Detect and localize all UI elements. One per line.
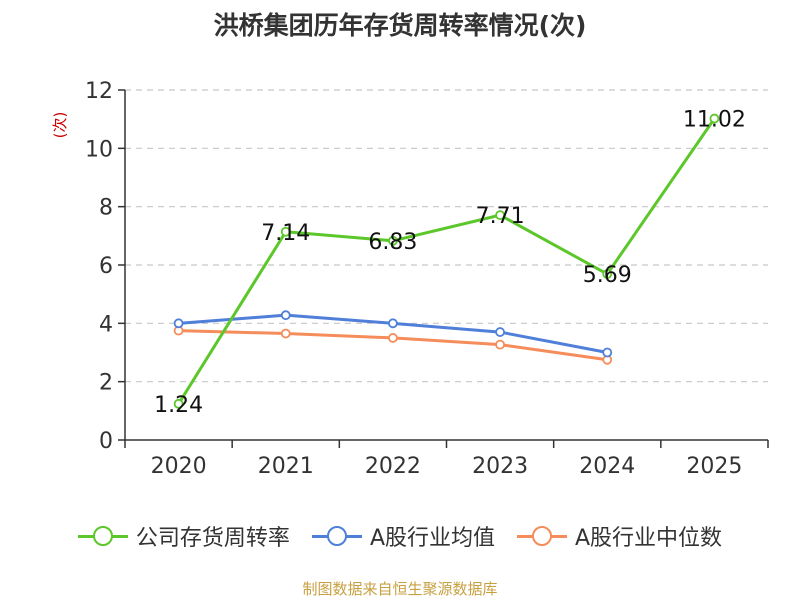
y-tick-label: 2 bbox=[99, 371, 113, 396]
data-point[interactable] bbox=[280, 328, 291, 339]
data-point[interactable] bbox=[388, 333, 398, 343]
data-label: 7.71 bbox=[476, 204, 525, 229]
data-point[interactable] bbox=[602, 347, 613, 358]
legend-label: A股行业中位数 bbox=[575, 526, 723, 551]
chart-title: 洪桥集团历年存货周转率情况(次) bbox=[213, 11, 587, 40]
y-tick-label: 8 bbox=[99, 196, 113, 221]
data-point[interactable] bbox=[495, 210, 505, 221]
legend-marker-icon bbox=[311, 524, 362, 548]
y-axis-label: (次) bbox=[51, 112, 69, 139]
y-tick-label: 4 bbox=[99, 312, 113, 337]
data-point[interactable] bbox=[173, 318, 184, 329]
data-point[interactable] bbox=[173, 398, 184, 409]
data-label: 5.69 bbox=[583, 263, 632, 288]
y-tick-label: 12 bbox=[85, 79, 113, 104]
data-label: 7.14 bbox=[261, 221, 310, 246]
legend-marker-icon bbox=[517, 524, 567, 548]
y-tick-label: 10 bbox=[85, 137, 113, 162]
x-tick-label: 2021 bbox=[258, 454, 314, 479]
y-tick-label: 0 bbox=[99, 429, 113, 454]
data-label: 11.02 bbox=[683, 108, 746, 133]
y-tick-label: 6 bbox=[99, 254, 113, 279]
data-point[interactable] bbox=[709, 113, 720, 124]
legend-marker-icon bbox=[77, 524, 128, 548]
axes: 0 2 4 6 8 10 12 2020 2021 2022 2023 2024 2025 bbox=[85, 79, 769, 479]
legend: 公司存货周转率 A股行业均值 A股行业中位数 bbox=[0, 518, 800, 554]
data-point[interactable] bbox=[388, 235, 398, 246]
data-point[interactable] bbox=[388, 318, 398, 329]
source-note: 制图数据来自恒生聚源数据库 bbox=[302, 580, 498, 598]
data-label: 6.83 bbox=[368, 230, 417, 255]
legend-item[interactable]: A股行业中位数 bbox=[517, 520, 722, 552]
data-point[interactable] bbox=[280, 226, 291, 237]
x-tick-label: 2022 bbox=[365, 454, 421, 479]
x-tick-label: 2025 bbox=[686, 454, 742, 479]
data-point[interactable] bbox=[280, 310, 291, 321]
legend-label: 公司存货周转率 bbox=[135, 526, 290, 551]
series-line bbox=[177, 117, 716, 405]
legend-item[interactable]: 公司存货周转率 bbox=[77, 520, 290, 552]
x-tick-label: 2020 bbox=[151, 454, 207, 479]
x-tick-label: 2023 bbox=[472, 454, 528, 479]
legend-label: A股行业均值 bbox=[369, 526, 495, 551]
grid-lines bbox=[125, 89, 768, 383]
x-tick-label: 2024 bbox=[579, 454, 635, 479]
data-point[interactable] bbox=[495, 339, 505, 350]
data-point[interactable] bbox=[602, 269, 613, 279]
data-labels: 1.24 7.14 6.83 7.71 5.69 11.02 bbox=[154, 108, 746, 418]
data-label: 1.24 bbox=[154, 393, 203, 418]
series bbox=[173, 113, 720, 409]
legend-item[interactable]: A股行业均值 bbox=[311, 520, 495, 552]
data-point[interactable] bbox=[495, 327, 505, 337]
